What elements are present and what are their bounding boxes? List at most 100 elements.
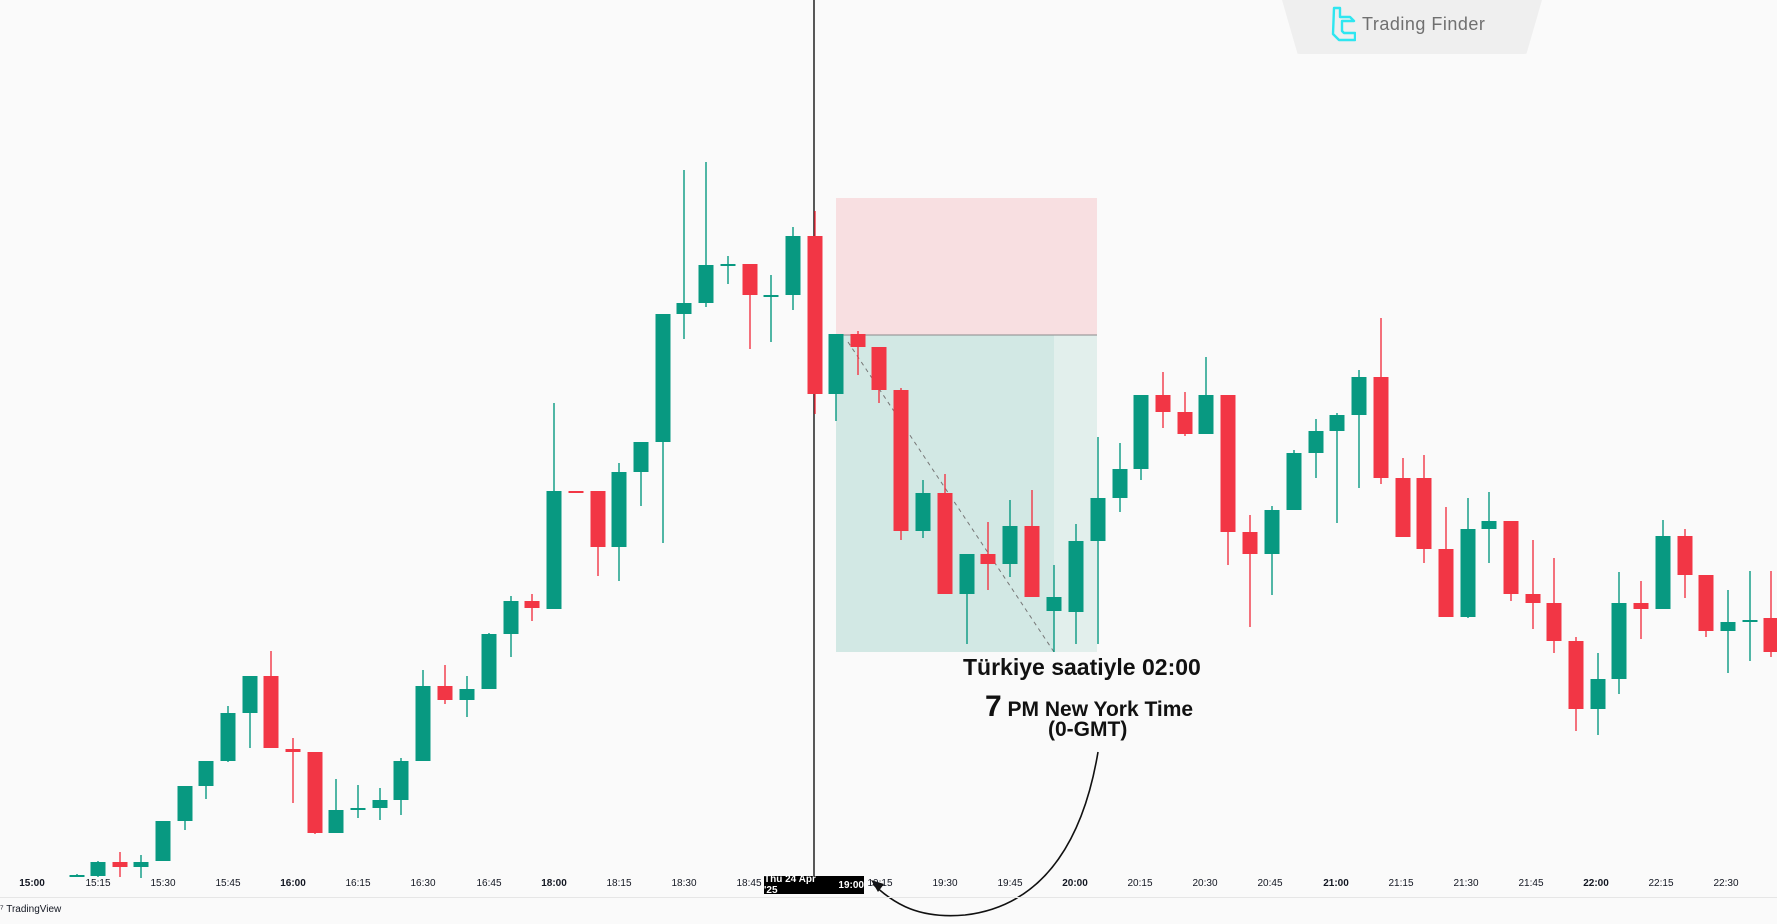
turkey-time-annotation: Türkiye saatiyle 02:00	[963, 654, 1201, 680]
candle	[437, 665, 453, 704]
tradingview-glyph-icon: ⁷	[0, 904, 4, 915]
candle	[785, 227, 801, 310]
candle	[1046, 565, 1062, 652]
crosshair-time: 19:00	[838, 879, 864, 891]
time-axis-label: 20:15	[1127, 878, 1153, 889]
candle	[1742, 571, 1758, 661]
candle	[893, 388, 909, 540]
time-axis-label: 16:30	[410, 878, 436, 889]
stop-loss-zone[interactable]	[836, 198, 1097, 335]
candle	[1525, 540, 1541, 629]
new-york-time-annotation: 7 PM New York Time	[985, 690, 1193, 724]
candle	[481, 633, 497, 689]
time-axis-label: 16:45	[476, 878, 502, 889]
candle	[1677, 529, 1693, 598]
ny-text: PM New York Time	[1007, 698, 1194, 721]
candle	[1112, 443, 1128, 512]
candle	[1568, 637, 1584, 731]
attribution-text: TradingView	[6, 904, 62, 915]
crosshair-date-label: Thu 24 Apr '25 19:00	[764, 874, 864, 896]
candle	[1090, 437, 1106, 644]
candle	[415, 670, 431, 761]
axis-separator	[0, 897, 1777, 898]
time-axis-label: 15:15	[85, 878, 111, 889]
candle	[1133, 395, 1149, 480]
candle	[459, 676, 475, 717]
candle	[590, 491, 606, 576]
candle	[133, 855, 149, 878]
candle	[350, 785, 366, 818]
candle	[1198, 357, 1214, 434]
time-axis-label: 22:00	[1583, 878, 1609, 889]
candle	[828, 334, 844, 421]
candle	[1002, 500, 1018, 577]
candle	[198, 761, 214, 799]
time-axis-label: 15:30	[150, 878, 176, 889]
candle	[807, 211, 823, 414]
candle	[546, 403, 562, 609]
time-axis-label: 20:30	[1192, 878, 1218, 889]
candle	[742, 264, 758, 349]
candle	[1633, 581, 1649, 639]
candle	[1264, 506, 1280, 595]
candle	[568, 491, 584, 493]
time-axis-label: 22:15	[1648, 878, 1674, 889]
candle	[1655, 520, 1671, 609]
arrow-head-icon	[871, 880, 884, 892]
candle	[177, 786, 193, 830]
candle	[1308, 419, 1324, 478]
tradingview-attribution[interactable]: ⁷ TradingView	[0, 904, 61, 915]
candle	[1329, 413, 1345, 523]
candle	[1286, 450, 1302, 510]
candle	[112, 852, 128, 877]
candle	[503, 596, 519, 657]
candle	[720, 256, 736, 284]
candle	[959, 554, 975, 644]
candle	[328, 779, 344, 833]
time-axis-label: 18:15	[606, 878, 632, 889]
trading-finder-icon	[1331, 6, 1356, 42]
candle	[1438, 507, 1454, 617]
candle	[1698, 575, 1714, 637]
candle	[263, 651, 279, 748]
time-axis-label: 18:45	[736, 878, 762, 889]
candle	[871, 347, 887, 403]
candle	[1024, 490, 1040, 597]
crosshair-date: Thu 24 Apr '25	[764, 874, 816, 896]
candle	[1242, 515, 1258, 627]
time-axis-label: 15:00	[19, 878, 45, 889]
candle	[1460, 498, 1476, 618]
candle	[242, 676, 258, 748]
candle	[937, 474, 953, 594]
candle	[524, 594, 540, 621]
candle	[698, 162, 714, 307]
candle	[763, 275, 779, 342]
candle	[915, 480, 931, 538]
candle	[1373, 318, 1389, 484]
candle	[1220, 395, 1236, 565]
candle	[1763, 571, 1777, 657]
candle	[393, 758, 409, 815]
time-axis-label: 19:30	[932, 878, 958, 889]
time-axis-label: 16:15	[345, 878, 371, 889]
candle	[220, 706, 236, 762]
candle	[1416, 455, 1432, 563]
candle	[90, 861, 106, 877]
curved-arrow	[872, 751, 1099, 917]
gmt-annotation: (0-GMT)	[1048, 718, 1128, 741]
candle	[1177, 392, 1193, 436]
candle	[285, 738, 301, 803]
time-axis-label: 21:30	[1453, 878, 1479, 889]
logo-text: Trading Finder	[1362, 13, 1486, 34]
candle	[655, 314, 671, 543]
candle	[155, 821, 171, 861]
trading-finder-logo: Trading Finder	[1330, 5, 1485, 43]
candle	[850, 331, 866, 375]
candle	[1481, 492, 1497, 563]
candles	[69, 162, 1777, 878]
candle	[1155, 372, 1171, 428]
candle	[676, 170, 692, 339]
time-axis-label: 20:45	[1257, 878, 1283, 889]
candle	[1590, 653, 1606, 735]
